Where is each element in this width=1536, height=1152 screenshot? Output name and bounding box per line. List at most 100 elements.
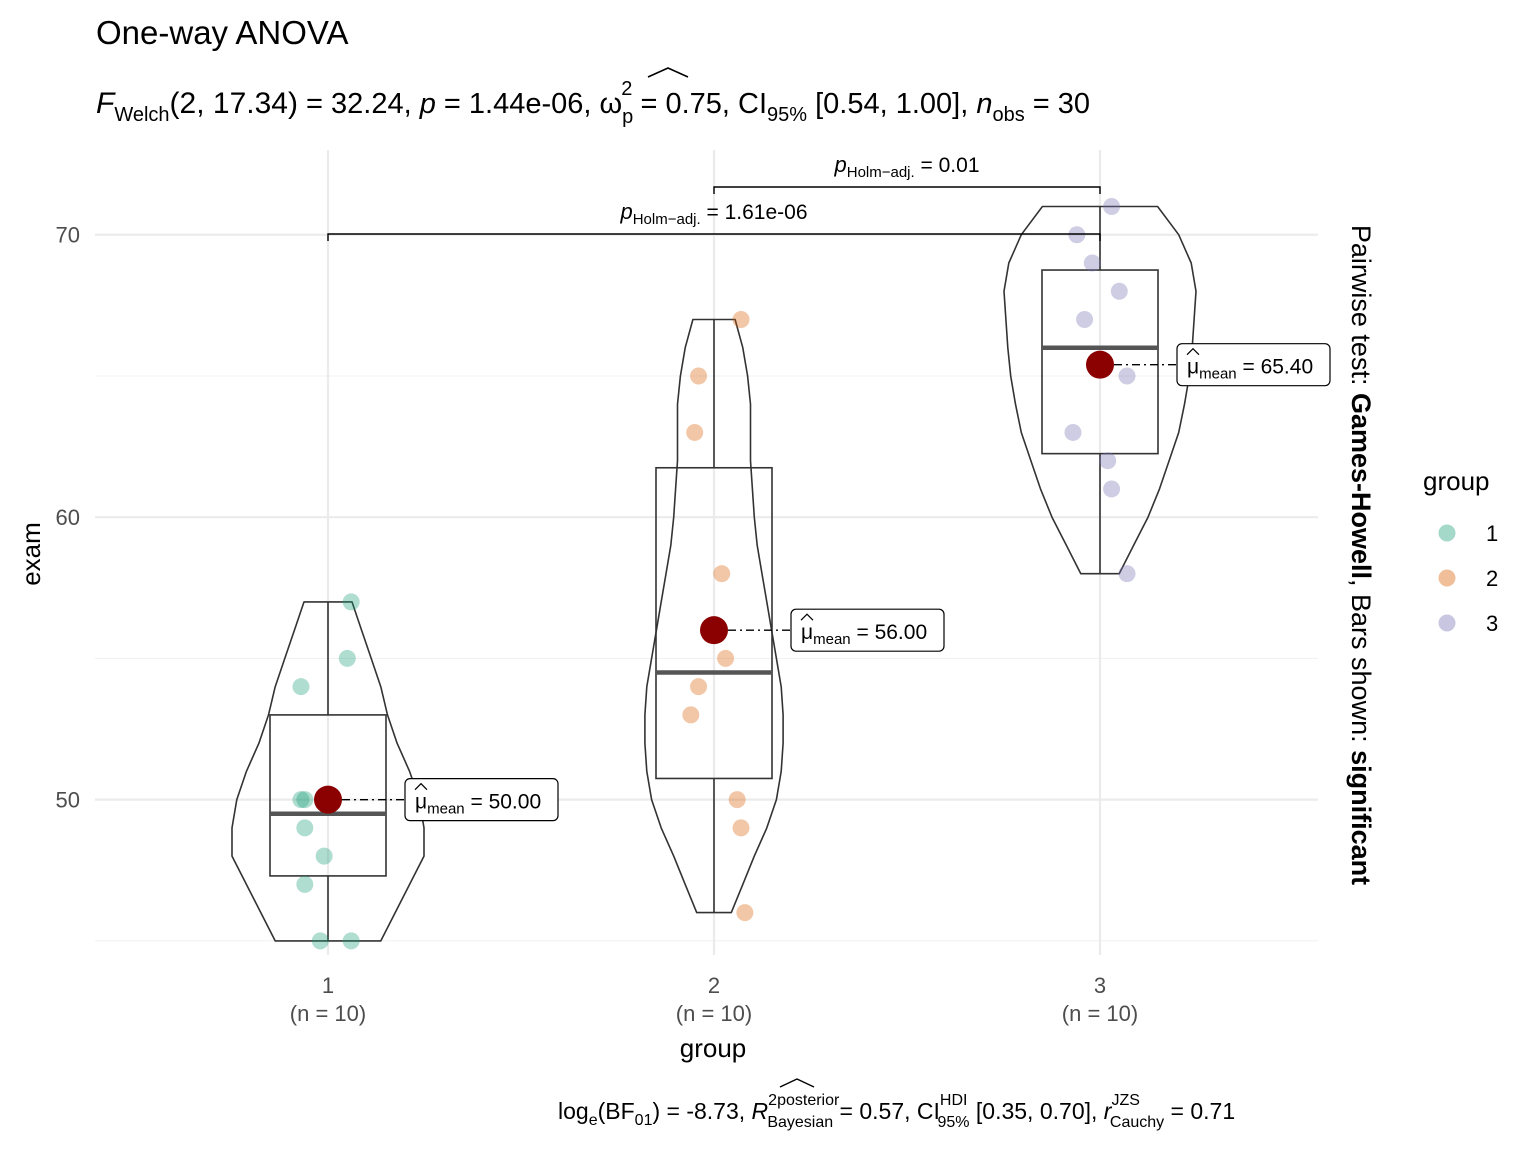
r-sup2: posterior	[777, 1092, 840, 1109]
pairwise-test-label: Pairwise test: Games-Howell, Bars shown:…	[1346, 225, 1376, 885]
data-point	[736, 904, 754, 922]
data-point	[296, 819, 314, 837]
legend-label: 3	[1486, 611, 1498, 636]
chart-caption: loge(BF01) = -8.73, R2posterior Bayesian …	[558, 1092, 1235, 1131]
ci-sub: 95%	[767, 104, 807, 126]
rc-sub: Cauchy	[1110, 1114, 1164, 1131]
data-point	[732, 310, 750, 328]
legend-key	[1438, 524, 1456, 542]
omega-symbol: ω	[600, 88, 623, 120]
bf-sub: 01	[635, 1112, 653, 1129]
y-tick-label: 60	[56, 505, 80, 530]
rc-sup: JZS	[1111, 1092, 1139, 1109]
mean-sub: mean	[1199, 366, 1237, 383]
chart-subtitle: FWelch(2, 17.34) = 32.24, p = 1.44e-06, …	[96, 78, 1090, 128]
data-point	[682, 706, 700, 724]
data-point	[1083, 254, 1101, 272]
x-tick-label: 1	[322, 973, 334, 998]
y-tick-label: 70	[56, 223, 80, 248]
pairwise-test-label-part: Games-Howell	[1346, 393, 1376, 579]
x-tick-n-label: (n = 10)	[1062, 1001, 1138, 1026]
data-point	[342, 593, 360, 611]
n-value: = 30	[1025, 88, 1090, 120]
mean-point	[314, 785, 342, 814]
loge-label: log	[558, 1098, 589, 1124]
mean-sub: mean	[427, 801, 465, 818]
f-label: F	[96, 87, 116, 120]
legend-key	[1438, 569, 1456, 587]
p-sub: Holm−adj.	[847, 164, 915, 181]
y-axis-title: exam	[16, 522, 46, 586]
pairwise-test-label-part: , Bars shown:	[1346, 579, 1376, 750]
x-tick-n-label: (n = 10)	[676, 1001, 752, 1026]
p-label: p	[419, 88, 436, 120]
mean-label-box	[1176, 343, 1331, 387]
box-iqr	[269, 714, 387, 877]
data-point	[1110, 282, 1128, 300]
data-point	[311, 932, 329, 950]
pairwise-test-label-part: significant	[1346, 750, 1376, 885]
legend-label: 1	[1486, 521, 1498, 546]
p-value: = 0.01	[915, 154, 980, 177]
mean-label-box	[404, 778, 559, 822]
data-point	[315, 847, 333, 865]
mu-symbol: μ	[415, 791, 427, 814]
pairwise-label: pHolm−adj. = 0.01	[833, 152, 979, 181]
p-sub: Holm−adj.	[633, 211, 701, 228]
data-point	[1064, 423, 1082, 441]
omega-value: = 0.75, CI	[632, 88, 767, 120]
bf-open: (BF	[598, 1098, 635, 1124]
mean-label: μmean = 50.00	[415, 791, 541, 818]
mean-value: = 50.00	[465, 791, 541, 814]
violin-outline	[644, 318, 784, 914]
box-iqr	[655, 466, 773, 780]
group-1: μmean = 50.00	[231, 593, 559, 950]
mean-sub: mean	[813, 631, 851, 648]
box-iqr	[1041, 269, 1159, 455]
omega-sub: p	[622, 106, 633, 128]
data-point	[1103, 480, 1121, 498]
legend-title: group	[1423, 466, 1490, 496]
omega-sup: 2	[621, 78, 632, 100]
r-sup: 2	[768, 1092, 777, 1109]
data-point	[342, 932, 360, 950]
loge-sub: e	[589, 1112, 598, 1129]
r-label: R	[752, 1098, 769, 1124]
data-point	[296, 875, 314, 893]
data-point	[292, 791, 310, 809]
x-tick-label: 2	[708, 973, 720, 998]
pairwise-test-label-part: Pairwise test:	[1346, 225, 1376, 393]
x-tick-label: 3	[1094, 973, 1106, 998]
chart-title: One-way ANOVA	[96, 14, 348, 51]
data-point	[1103, 197, 1121, 215]
ci-value: [0.35, 0.70],	[970, 1098, 1104, 1124]
mu-symbol: μ	[1187, 356, 1199, 379]
f-sub: Welch	[114, 104, 169, 126]
data-point	[338, 649, 356, 667]
p-value: = 1.44e-06,	[436, 88, 600, 120]
n-sub: obs	[993, 104, 1025, 126]
group-3: μmean = 65.40	[1003, 197, 1331, 583]
p-label: p	[833, 152, 846, 177]
legend: group 1 2 3	[1423, 466, 1498, 636]
mean-label-box	[790, 608, 945, 652]
data-point	[1118, 367, 1136, 385]
data-point	[1076, 310, 1094, 328]
bf-value: ) = -8.73,	[652, 1098, 751, 1124]
legend-key	[1438, 614, 1456, 632]
p-value: = 1.61e-06	[701, 201, 808, 224]
f-df: (2, 17.34)	[170, 87, 298, 120]
f-value: = 32.24,	[298, 88, 420, 120]
mean-label: μmean = 56.00	[801, 621, 927, 648]
legend-label: 2	[1486, 566, 1498, 591]
mu-symbol: μ	[801, 621, 813, 644]
r-hat	[779, 1078, 815, 1088]
mu-hat	[1186, 347, 1200, 356]
data-point	[713, 565, 731, 583]
rc-label: r	[1104, 1098, 1113, 1124]
pairwise-bracket	[327, 233, 1101, 241]
violin-outline	[1003, 205, 1197, 575]
ci-sup: HDI	[940, 1092, 968, 1109]
